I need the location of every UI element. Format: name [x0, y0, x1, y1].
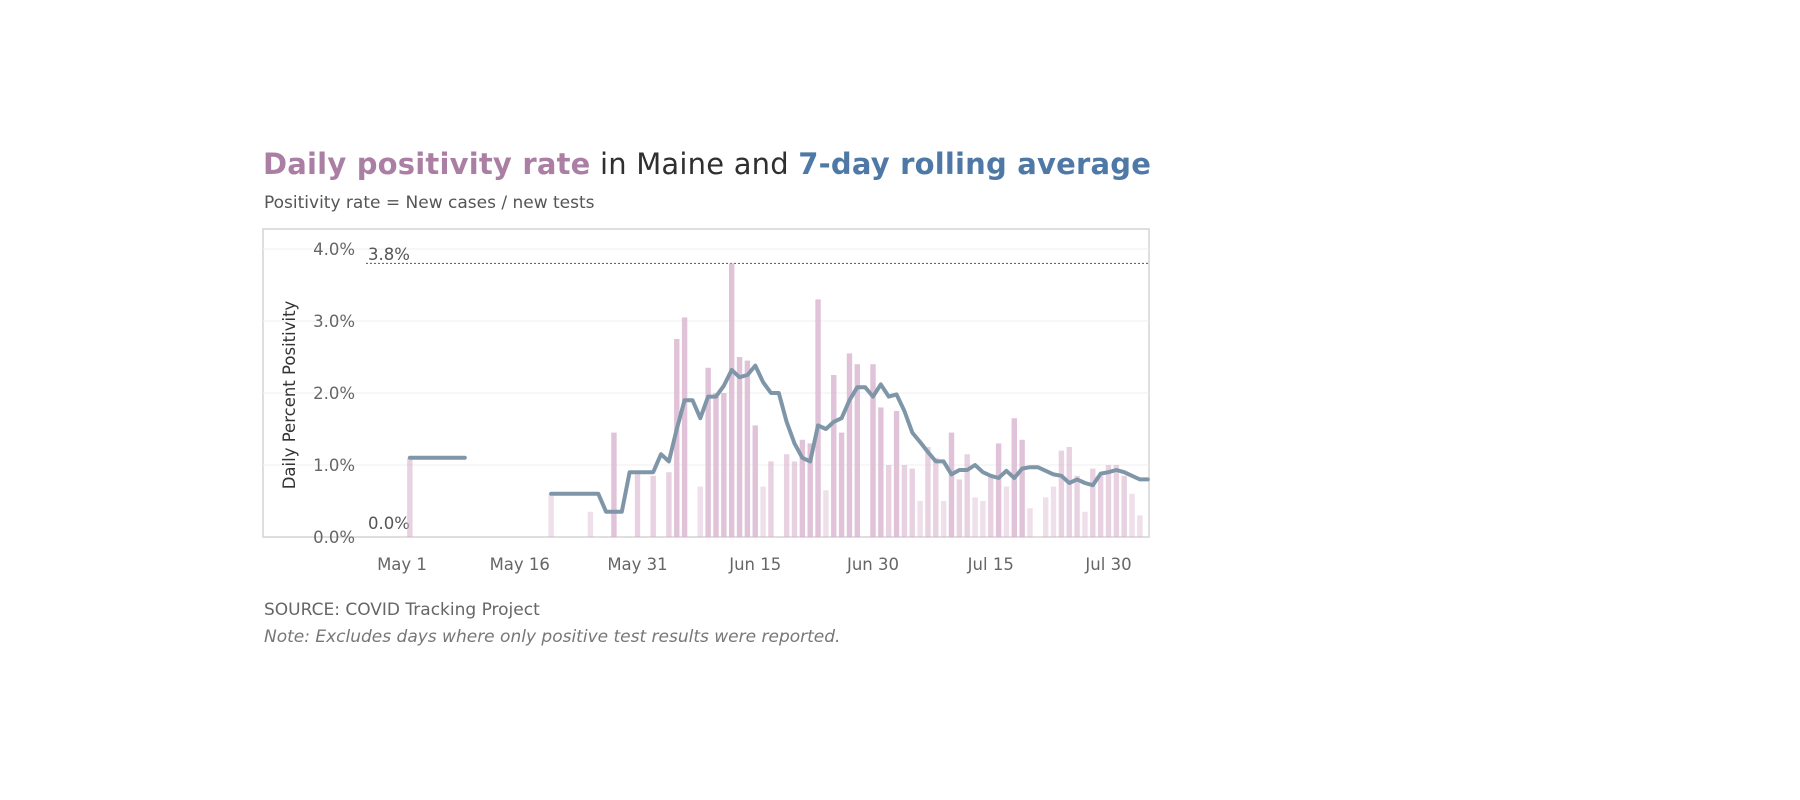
positivity-bar [713, 393, 719, 537]
title-rolling-average: 7-day rolling average [798, 147, 1152, 181]
positivity-bar [901, 465, 908, 537]
x-tick-label: May 1 [377, 555, 427, 574]
positivity-bar [1058, 450, 1065, 537]
positivity-bar [721, 393, 727, 537]
positivity-bar [995, 443, 1002, 537]
positivity-bar [815, 299, 821, 537]
x-tick-label: Jul 30 [1084, 555, 1131, 574]
positivity-bar [768, 461, 774, 537]
y-tick-label: 4.0% [313, 240, 355, 259]
positivity-bar [1105, 465, 1112, 537]
y-tick-label: 0.0% [313, 528, 355, 547]
positivity-bar [1019, 439, 1025, 537]
positivity-bar [838, 432, 845, 537]
title-middle: in Maine and [590, 147, 799, 181]
y-tick-label: 3.0% [313, 312, 355, 331]
y-tick-label: 1.0% [313, 456, 355, 475]
exclusion-note: Note: Excludes days where only positive … [264, 627, 841, 647]
source-note: SOURCE: COVID Tracking Project [264, 600, 540, 620]
positivity-bar [744, 360, 751, 537]
positivity-bar [548, 493, 554, 537]
positivity-bar [854, 364, 860, 537]
positivity-bar [1003, 486, 1010, 537]
positivity-bar [760, 486, 766, 537]
positivity-bar [823, 490, 829, 537]
positivity-bar [752, 425, 758, 537]
positivity-bar [980, 501, 986, 537]
positivity-bar [1027, 508, 1033, 537]
positivity-bar [1113, 465, 1120, 537]
positivity-bar [650, 475, 656, 537]
max-reference-label: 3.8% [368, 245, 410, 264]
y-tick-label: 2.0% [313, 384, 355, 403]
positivity-bar [666, 472, 672, 537]
positivity-bar [1097, 475, 1104, 537]
positivity-bar [1121, 475, 1127, 537]
positivity-bar [681, 317, 688, 537]
positivity-bar [972, 497, 978, 537]
positivity-bar [846, 353, 853, 537]
positivity-bar [1137, 515, 1143, 537]
x-tick-label: Jun 15 [728, 555, 781, 574]
positivity-bar [1043, 497, 1049, 537]
x-tick-label: May 16 [490, 555, 550, 574]
positivity-bar [893, 411, 900, 537]
positivity-bar [933, 457, 939, 537]
positivity-bar [729, 263, 735, 537]
positivity-bar [940, 501, 947, 537]
positivity-bar [917, 501, 923, 537]
positivity-bar [407, 457, 413, 537]
positivity-bar [674, 339, 680, 537]
positivity-bar [886, 465, 892, 537]
min-reference-label: 0.0% [368, 514, 410, 533]
positivity-bar [870, 364, 876, 537]
x-tick-label: Jul 15 [967, 555, 1014, 574]
positivity-bar [964, 454, 970, 537]
positivity-bar [1050, 486, 1057, 537]
positivity-bar [1090, 468, 1096, 537]
positivity-bar [878, 407, 884, 537]
positivity-bar [611, 432, 617, 537]
positivity-bar [988, 475, 994, 537]
positivity-bar [807, 443, 813, 537]
positivity-bar [634, 472, 641, 537]
positivity-bar [791, 461, 798, 537]
positivity-bar [799, 439, 806, 537]
title-daily-positivity: Daily positivity rate [263, 147, 591, 181]
positivity-bar [948, 432, 955, 537]
positivity-bar [587, 511, 594, 537]
positivity-bar [1082, 511, 1088, 537]
x-tick-label: May 31 [607, 555, 667, 574]
positivity-bar [831, 375, 837, 537]
positivity-bar [1074, 475, 1080, 537]
positivity-bar [1129, 493, 1135, 537]
positivity-bar [697, 486, 703, 537]
positivity-bar [736, 357, 743, 537]
chart-title: Daily positivity rate in Maine and 7-day… [263, 147, 1151, 181]
positivity-bar [909, 468, 915, 537]
positivity-bar [956, 479, 963, 537]
rolling-average-line [549, 363, 1150, 514]
positivity-bar [925, 447, 931, 537]
positivity-bar [783, 454, 790, 537]
positivity-bar [705, 367, 711, 537]
y-axis-title: Daily Percent Positivity [280, 300, 299, 489]
chart-subtitle: Positivity rate = New cases / new tests [264, 193, 595, 213]
x-tick-label: Jun 30 [846, 555, 899, 574]
positivity-bar [1066, 447, 1072, 537]
